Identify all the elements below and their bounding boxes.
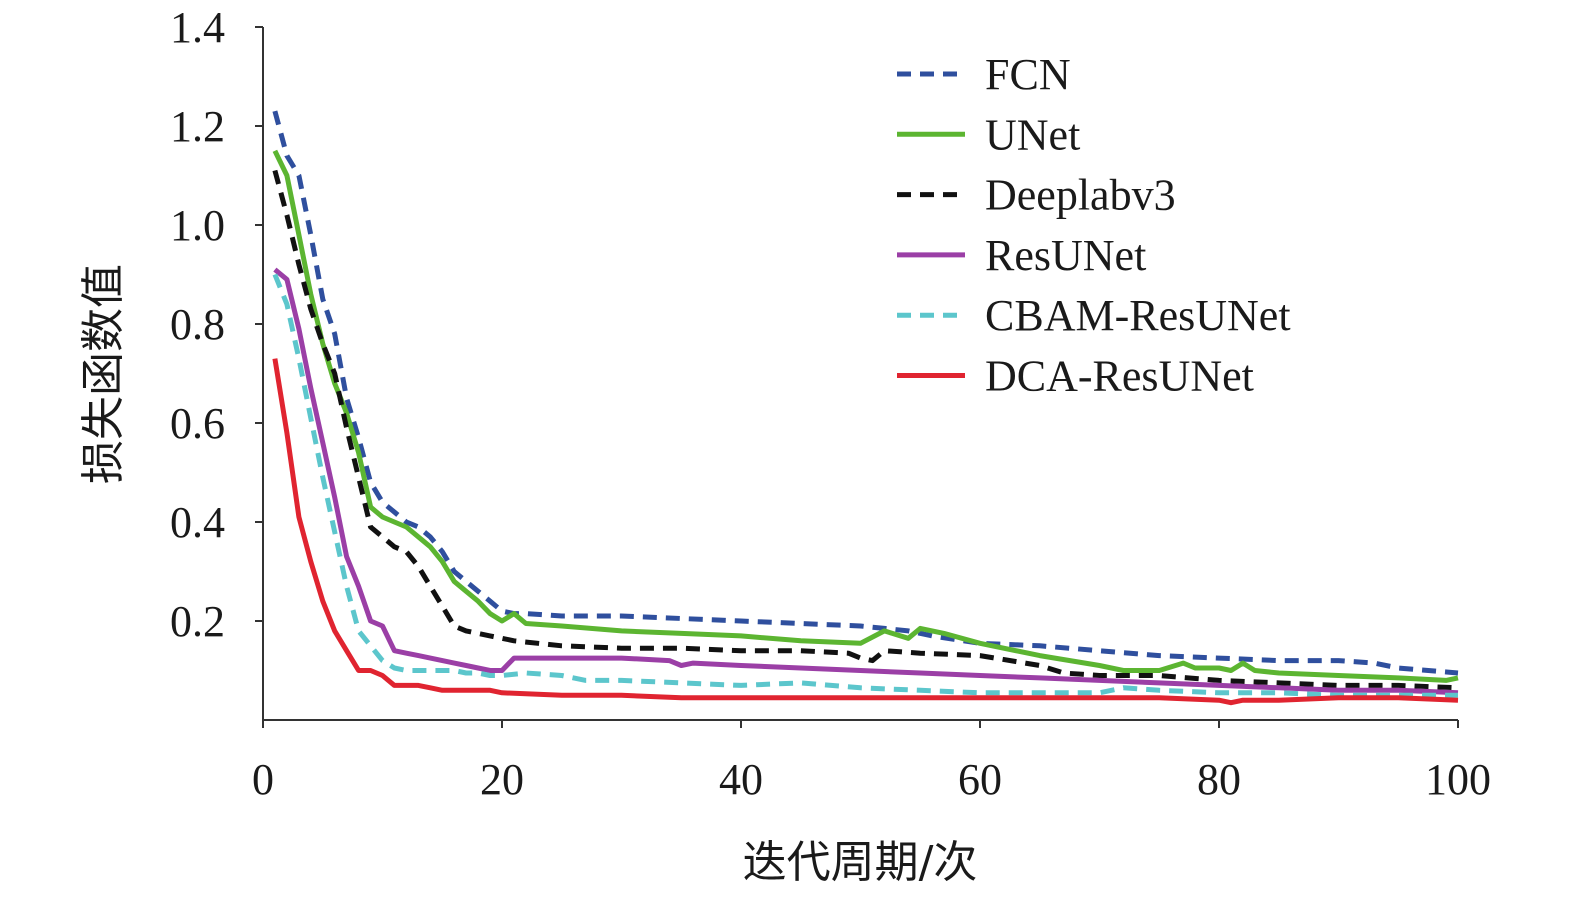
- legend-label-dca-resunet: DCA-ResUNet: [985, 352, 1254, 401]
- series-line-cbam-resunet: [272, 273, 1458, 698]
- x-tick-label: 60: [958, 755, 1002, 804]
- legend-label-deeplabv3: Deeplabv3: [985, 171, 1176, 220]
- y-tick-label: 0.6: [170, 399, 225, 448]
- series-line-resunet: [273, 267, 1459, 696]
- series-line-unet: [272, 149, 1459, 683]
- y-tick-label: 0.4: [170, 498, 225, 547]
- series-line-dca-resunet: [272, 358, 1459, 706]
- y-tick-label: 1.2: [170, 102, 225, 151]
- series-line-deeplabv3: [272, 169, 1459, 691]
- legend-label-resunet: ResUNet: [985, 231, 1146, 280]
- series-layer: [272, 110, 1459, 706]
- x-tick-label: 100: [1425, 755, 1491, 804]
- series-line-fcn: [272, 110, 1459, 676]
- tick-layer: 0 20 40 60 80 100 0.2 0.4 0.6 0.8 1.0 1.2 1.4: [170, 3, 1491, 804]
- y-tick-label: 0.2: [170, 597, 225, 646]
- legend-label-fcn: FCN: [985, 50, 1071, 99]
- legend-label-cbam-resunet: CBAM-ResUNet: [985, 291, 1291, 340]
- y-tick-label: 0.8: [170, 300, 225, 349]
- x-axis-title: 迭代周期/次: [743, 837, 978, 888]
- y-axis-title: 损失函数值: [78, 264, 129, 484]
- x-tick-label: 40: [719, 755, 763, 804]
- y-tick-label: 1.0: [170, 201, 225, 250]
- x-tick-label: 0: [252, 755, 274, 804]
- axes: [262, 27, 1458, 721]
- legend: FCN UNet Deeplabv3 ResUNet CBAM-ResUNet DCA-R…: [897, 50, 1291, 401]
- x-tick-label: 20: [480, 755, 524, 804]
- y-tick-label: 1.4: [170, 3, 225, 52]
- x-tick-label: 80: [1197, 755, 1241, 804]
- legend-label-unet: UNet: [985, 110, 1080, 159]
